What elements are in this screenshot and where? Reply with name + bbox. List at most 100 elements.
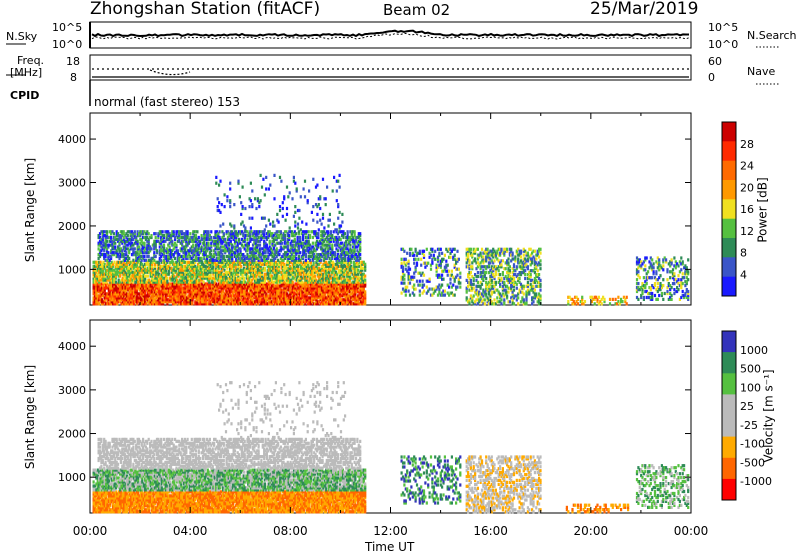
- data-cell: [244, 292, 247, 296]
- data-cell: [295, 282, 298, 286]
- data-cell: [325, 288, 328, 292]
- data-cell: [125, 262, 129, 266]
- data-cell: [333, 284, 336, 288]
- data-cell: [96, 274, 99, 278]
- data-cell: [308, 298, 311, 302]
- data-cell: [304, 284, 307, 288]
- data-cell: [194, 294, 197, 298]
- data-cell: [255, 298, 258, 302]
- data-cell: [117, 270, 120, 274]
- data-cell: [234, 292, 237, 296]
- data-cell: [273, 298, 276, 302]
- data-cell: [112, 282, 115, 286]
- data-cell: [334, 290, 337, 294]
- data-cell: [145, 294, 148, 298]
- data-cell: [364, 290, 367, 294]
- data-cell: [164, 290, 168, 294]
- data-cell: [153, 276, 156, 280]
- data-cell: [127, 302, 130, 306]
- data-cell: [135, 294, 138, 298]
- data-cell: [302, 288, 305, 292]
- data-cell: [269, 286, 272, 290]
- data-cell: [164, 294, 168, 298]
- data-cell: [244, 300, 247, 304]
- data-cell: [272, 298, 275, 302]
- data-cell: [120, 266, 123, 270]
- data-cell: [95, 284, 98, 288]
- data-cell: [151, 272, 154, 276]
- data-cell: [327, 290, 331, 294]
- data-cell: [148, 268, 151, 272]
- data-cell: [210, 230, 213, 234]
- data-cell: [117, 290, 120, 294]
- data-cell: [96, 286, 99, 290]
- data-cell: [114, 280, 117, 284]
- data-cell: [350, 300, 353, 304]
- data-cell: [354, 284, 357, 288]
- data-cell: [156, 284, 159, 288]
- data-cell: [96, 282, 99, 286]
- data-cell: [330, 302, 333, 306]
- data-cell: [265, 300, 268, 304]
- data-cell: [173, 294, 176, 298]
- data-cell: [132, 284, 136, 288]
- data-cell: [304, 288, 307, 292]
- data-cell: [212, 300, 215, 304]
- data-cell: [354, 302, 357, 306]
- data-cell: [139, 262, 143, 266]
- data-cell: [121, 302, 124, 306]
- data-cell: [184, 296, 187, 300]
- data-cell: [112, 262, 115, 266]
- data-cell: [339, 286, 342, 290]
- data-cell: [158, 290, 161, 294]
- data-cell: [280, 284, 283, 288]
- data-cell: [213, 282, 216, 286]
- data-cell: [300, 294, 303, 298]
- data-cell: [125, 264, 129, 268]
- data-cell: [113, 278, 116, 282]
- data-cell: [316, 302, 319, 306]
- data-cell: [326, 302, 329, 306]
- data-cell: [326, 286, 329, 290]
- data-cell: [291, 290, 294, 294]
- data-cell: [106, 282, 109, 286]
- data-cell: [120, 286, 123, 290]
- data-cell: [109, 280, 112, 284]
- data-cell: [163, 298, 166, 302]
- data-cell: [224, 286, 227, 290]
- data-cell: [153, 264, 156, 268]
- data-cell: [92, 278, 95, 282]
- data-cell: [188, 288, 191, 292]
- data-cell: [150, 234, 153, 238]
- data-cell: [183, 302, 186, 306]
- data-cell: [332, 294, 335, 298]
- data-cell: [99, 260, 102, 264]
- data-cell: [141, 276, 144, 280]
- data-cell: [132, 258, 135, 262]
- data-cell: [298, 298, 301, 302]
- nave-tick-low: 0: [708, 71, 715, 84]
- data-cell: [357, 296, 360, 300]
- data-cell: [205, 282, 208, 286]
- data-cell: [281, 284, 285, 288]
- data-cell: [330, 300, 333, 304]
- data-cell: [144, 274, 147, 278]
- data-cell: [112, 232, 115, 236]
- data-cell: [281, 282, 285, 286]
- data-cell: [295, 288, 298, 292]
- data-cell: [112, 292, 115, 296]
- data-cell: [151, 286, 154, 290]
- data-cell: [219, 290, 222, 294]
- data-cell: [284, 294, 287, 298]
- data-cell: [96, 276, 99, 280]
- data-cell: [301, 286, 304, 290]
- data-cell: [142, 296, 145, 300]
- data-cell: [102, 276, 105, 280]
- data-cell: [123, 302, 126, 306]
- data-cell: [364, 282, 367, 286]
- data-cell: [164, 284, 168, 288]
- data-cell: [237, 290, 240, 294]
- data-cell: [313, 290, 317, 294]
- data-cell: [135, 270, 138, 274]
- data-cell: [220, 300, 223, 304]
